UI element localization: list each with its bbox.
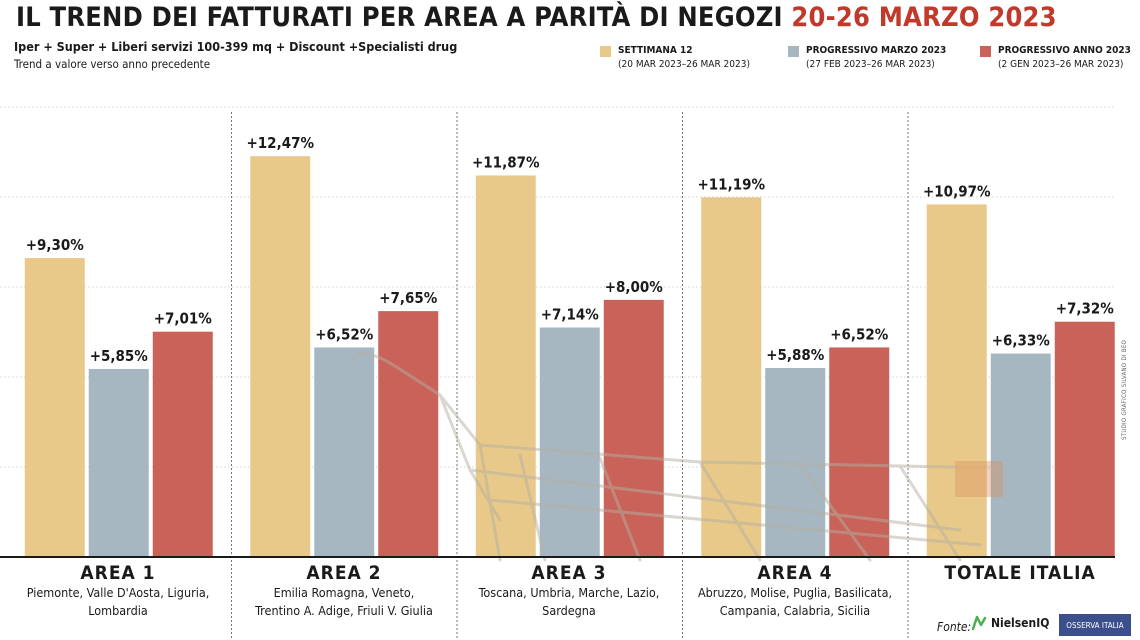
bar-1-3	[152, 331, 213, 557]
legend-item-anno: PROGRESSIVO ANNO 2023 (2 GEN 2023–26 MAR…	[980, 44, 1131, 72]
bar-3-1	[475, 175, 536, 557]
area-regions-2-line2: Trentino A. Adige, Friuli V. Giulia	[255, 603, 433, 618]
area-regions-2-line1: Emilia Romagna, Veneto,	[273, 585, 415, 600]
legend-detail-marzo: (27 FEB 2023–26 MAR 2023)	[806, 59, 935, 70]
value-label-3-3: +8,00%	[605, 278, 664, 296]
bar-2-1	[250, 156, 311, 557]
area-regions-4: Abruzzo, Molise, Puglia, Basilicata, Cam…	[683, 584, 907, 620]
nielseniq-logo-mark	[972, 615, 987, 631]
value-label-5-3: +7,32%	[1056, 300, 1115, 318]
area-regions-4-line2: Campania, Calabria, Sicilia	[719, 603, 871, 618]
area-regions-3: Toscana, Umbria, Marche, Lazio, Sardegna	[457, 584, 681, 620]
legend-swatch-settimana	[600, 46, 611, 57]
value-labels: +9,30% +5,85% +7,01% +12,47% +6,52% +7,65% +11…	[26, 134, 1115, 365]
legend-detail-anno: (2 GEN 2023–26 MAR 2023)	[998, 59, 1124, 70]
value-label-4-2: +5,88%	[766, 346, 825, 364]
legend-swatch-anno	[980, 46, 991, 57]
legend-title-settimana: SETTIMANA 12	[618, 45, 693, 56]
title-accent: 20-26 MARZO 2023	[791, 2, 1057, 33]
value-label-5-2: +6,33%	[992, 332, 1051, 350]
value-label-4-1: +11,19%	[697, 175, 765, 193]
area-regions-1-line1: Piemonte, Valle D'Aosta, Liguria,	[26, 585, 210, 600]
area-title-2: AREA 2	[306, 562, 382, 584]
bar-2-2	[314, 347, 375, 557]
bar-2-3	[378, 311, 439, 557]
area-title-4: AREA 4	[757, 562, 833, 584]
source-label: Fonte:	[937, 620, 972, 634]
bar-4-1	[701, 197, 762, 558]
value-label-3-2: +7,14%	[541, 306, 600, 324]
chart-note: Trend a valore verso anno precedente	[14, 57, 211, 71]
area-regions-3-line2: Sardegna	[542, 603, 596, 618]
bar-1-1	[24, 258, 85, 557]
value-label-2-2: +6,52%	[315, 325, 374, 343]
value-label-2-1: +12,47%	[246, 134, 314, 152]
value-label-1-2: +5,85%	[90, 347, 149, 365]
bars	[24, 156, 1115, 558]
legend-title-marzo: PROGRESSIVO MARZO 2023	[806, 45, 947, 56]
area-title-3: AREA 3	[531, 562, 607, 584]
value-label-2-3: +7,65%	[379, 289, 438, 307]
title-main: IL TREND DEI FATTURATI PER AREA A PARITÀ…	[16, 2, 783, 33]
osserva-italia-logo: OSSERVA ITALIA	[1059, 614, 1131, 636]
value-label-1-3: +7,01%	[154, 310, 213, 328]
area-title-1: AREA 1	[80, 562, 156, 584]
value-label-5-1: +10,97%	[923, 182, 991, 200]
chart-title: IL TREND DEI FATTURATI PER AREA A PARITÀ…	[16, 2, 1057, 33]
area-separators	[231, 112, 909, 640]
shopping-cart-illustration	[350, 352, 1003, 562]
nielseniq-logo-text: NielsenIQ	[991, 616, 1050, 630]
area-regions-4-line1: Abruzzo, Molise, Puglia, Basilicata,	[697, 585, 893, 600]
bar-3-3	[603, 299, 664, 557]
legend-detail-settimana: (20 MAR 2023–26 MAR 2023)	[618, 59, 750, 70]
nielseniq-logo: NielsenIQ	[972, 615, 1049, 631]
legend-item-settimana: SETTIMANA 12 (20 MAR 2023–26 MAR 2023)	[600, 44, 750, 72]
value-label-1-1: +9,30%	[26, 236, 85, 254]
area-regions-2: Emilia Romagna, Veneto, Trentino A. Adig…	[232, 584, 456, 620]
bar-5-1	[926, 204, 987, 557]
area-regions-3-line1: Toscana, Umbria, Marche, Lazio,	[478, 585, 660, 600]
bar-3-2	[539, 327, 600, 557]
area-title-totale: TOTALE ITALIA	[944, 562, 1096, 584]
area-regions-1-line2: Lombardia	[88, 603, 148, 618]
legend-swatch-marzo	[788, 46, 799, 57]
graphic-credit: STUDIO GRAFICO SILVANO DI BEO	[1121, 339, 1128, 440]
legend-title-anno: PROGRESSIVO ANNO 2023	[998, 45, 1131, 56]
chart-subtitle: Iper + Super + Liberi servizi 100-399 mq…	[14, 39, 458, 54]
bar-4-3	[829, 347, 890, 557]
area-regions-1: Piemonte, Valle D'Aosta, Liguria, Lombar…	[6, 584, 230, 620]
value-label-3-1: +11,87%	[472, 153, 540, 171]
bar-5-2	[990, 353, 1051, 557]
bar-5-3	[1054, 321, 1115, 557]
bar-1-2	[88, 368, 149, 557]
value-label-4-3: +6,52%	[830, 325, 889, 343]
legend-item-marzo: PROGRESSIVO MARZO 2023 (27 FEB 2023–26 M…	[788, 44, 946, 72]
